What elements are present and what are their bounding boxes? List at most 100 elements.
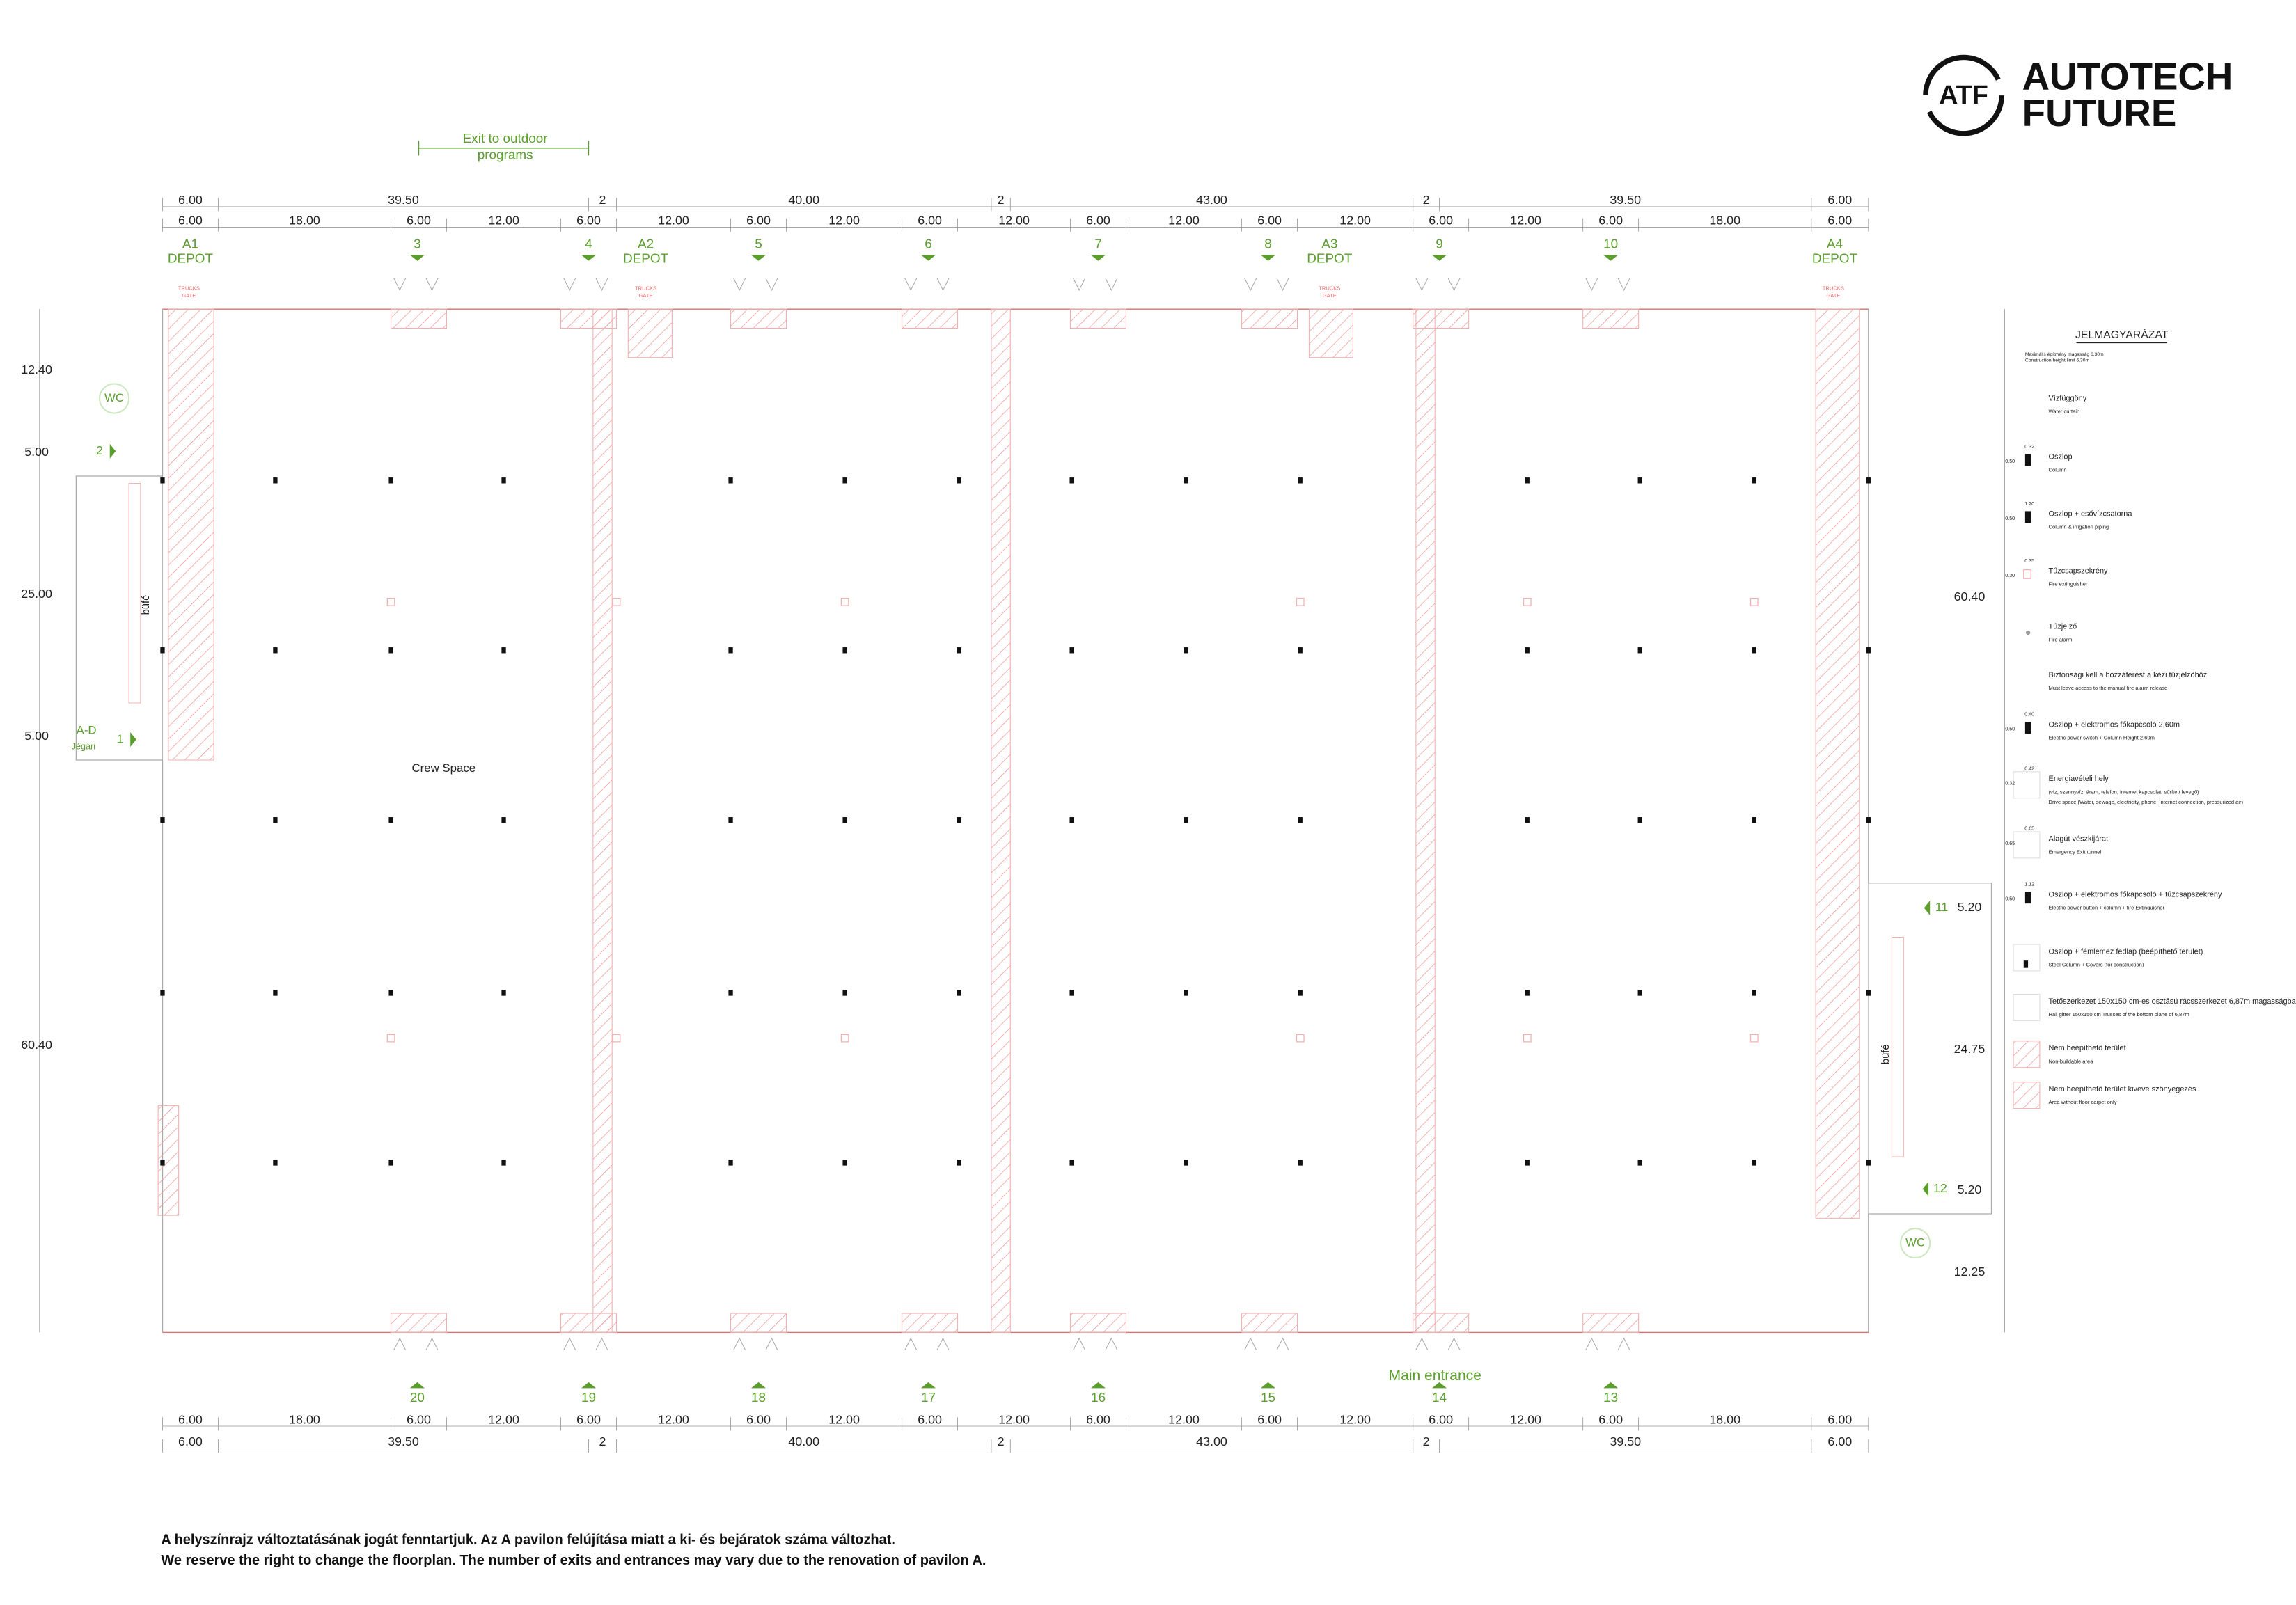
dim-label: 12.00 (658, 1412, 689, 1426)
fire-extinguisher (612, 597, 621, 606)
column (728, 990, 733, 996)
legend-symbol (2025, 630, 2031, 635)
legend-text: Must leave access to the manual fire ala… (2049, 685, 2168, 691)
gate-label: 19 (581, 1391, 596, 1405)
gate-area (391, 1313, 448, 1333)
column (728, 477, 733, 484)
legend-dim: 0.65 (2005, 841, 2015, 846)
column (273, 477, 278, 484)
logo-text: AUTOTECH (2022, 54, 2233, 97)
column (388, 647, 393, 654)
dim-label: 12.25 (1954, 1265, 1986, 1279)
column (957, 647, 961, 654)
column (1069, 647, 1074, 654)
legend-dim: 0.50 (2005, 727, 2015, 732)
column (1525, 477, 1530, 484)
dim-label: 6.00 (1086, 1412, 1110, 1426)
gate-label: 10 (1603, 237, 1618, 252)
fire-extinguisher (612, 1034, 621, 1043)
door-symbol (733, 278, 778, 1350)
legend-title: JELMAGYARÁZAT (2075, 328, 2169, 341)
hall-outline (162, 308, 1869, 1334)
column (501, 647, 506, 654)
legend-text: Water curtain (2049, 408, 2080, 414)
dim-label: 6.00 (178, 214, 203, 228)
column (388, 817, 393, 823)
dim-label: 6.00 (407, 1412, 431, 1426)
fire-extinguisher (1296, 1034, 1305, 1043)
dim-label: 6.00 (178, 1412, 203, 1426)
legend-text: Non-buildable area (2049, 1058, 2094, 1064)
depot-area (627, 308, 673, 358)
column (1069, 817, 1074, 823)
entry-label: 2 (96, 443, 103, 457)
column (957, 817, 961, 823)
column (273, 817, 278, 823)
column (842, 990, 847, 996)
fire-extinguisher (840, 1034, 849, 1043)
legend-dim: 0.50 (2005, 459, 2015, 464)
gate-label: 6 (925, 237, 932, 252)
legend-text: Tetőszerkezet 150x150 cm-es osztású rács… (2049, 997, 2296, 1006)
gate-label: A4 (1827, 237, 1843, 252)
legend-text: Biztonsági kell a hozzáférést a kézi tűz… (2049, 671, 2208, 679)
gate-label: A2 (638, 237, 654, 252)
non-buildable-area (168, 308, 214, 761)
wc-symbol (1900, 1228, 1931, 1259)
column (160, 817, 165, 823)
dim-label: 6.00 (576, 214, 601, 228)
gate-label: DEPOT (1812, 252, 1858, 267)
dim-label: 6.00 (576, 1412, 601, 1426)
column (1752, 477, 1756, 484)
fire-extinguisher (840, 597, 849, 606)
legend-text: Nem beépíthető terület (2049, 1044, 2126, 1052)
gate-arrow (920, 255, 936, 261)
dim-label: 6.00 (178, 193, 203, 207)
trucks-gate: TRUCKS (635, 285, 656, 292)
gate-arrow (1603, 255, 1619, 261)
column (728, 1160, 733, 1166)
gate-area (1069, 1313, 1126, 1333)
column (501, 817, 506, 823)
entry-label: A-D (77, 723, 97, 736)
dim-label: 6.00 (1429, 214, 1453, 228)
column (160, 990, 165, 996)
door-symbol (393, 278, 439, 1350)
legend-dim: 0.50 (2005, 896, 2015, 902)
dim-label: 6.00 (1827, 1434, 1852, 1448)
dim-label: 2 (998, 1434, 1005, 1448)
legend-dim: 0.32 (2024, 444, 2034, 450)
legend-text: Oszlop + fémlemez fedlap (beépíthető ter… (2049, 947, 2203, 956)
legend-text: Oszlop + elektromos főkapcsoló 2,60m (2049, 720, 2180, 729)
gate-label: 14 (1432, 1391, 1447, 1405)
legend-symbol (2013, 771, 2041, 799)
door-symbol (904, 278, 950, 1350)
legend-text: Hall gitter 150x150 cm Trusses of the bo… (2049, 1011, 2189, 1018)
dim-label: 6.00 (918, 1412, 942, 1426)
dim-label: 25.00 (21, 587, 52, 601)
gate-label: 13 (1603, 1391, 1618, 1405)
legend-symbol (2024, 511, 2031, 523)
column (1069, 1160, 1074, 1166)
legend-symbol (2013, 1082, 2041, 1109)
gate-label: 9 (1436, 237, 1443, 252)
gate-label: 16 (1091, 1391, 1106, 1405)
legend-symbol (2013, 944, 2041, 972)
dim-label: 12.00 (828, 214, 860, 228)
annex (1868, 309, 1992, 1333)
dim-label: 6.00 (1257, 1412, 1282, 1426)
dim-label: 5.20 (1958, 1183, 1982, 1196)
legend-dim: 0.35 (2024, 558, 2034, 564)
column (1184, 477, 1188, 484)
dim-label: 6.00 (407, 214, 431, 228)
non-buildable-area (991, 308, 1011, 1333)
trucks-gate: TRUCKS (1319, 285, 1340, 292)
legend-symbol (2013, 994, 2041, 1021)
legend-text: (víz, szennyvíz, áram, telefon, internet… (2049, 789, 2200, 795)
dim-label: 6.00 (1598, 1412, 1623, 1426)
entry-label: 1 (117, 732, 124, 745)
column (957, 990, 961, 996)
legend-dim: 0.40 (2024, 712, 2034, 718)
door-symbol (1244, 278, 1289, 1350)
